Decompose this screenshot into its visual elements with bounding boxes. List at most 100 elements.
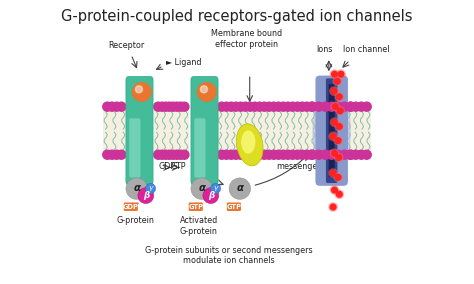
Circle shape xyxy=(231,102,240,111)
Circle shape xyxy=(314,102,323,111)
Circle shape xyxy=(157,102,166,111)
Circle shape xyxy=(161,150,170,159)
Circle shape xyxy=(336,155,342,160)
Circle shape xyxy=(338,71,344,77)
Circle shape xyxy=(108,150,117,159)
Circle shape xyxy=(351,150,360,159)
Circle shape xyxy=(330,149,339,158)
Circle shape xyxy=(241,150,250,159)
Circle shape xyxy=(335,122,344,131)
Circle shape xyxy=(274,150,283,159)
Circle shape xyxy=(132,83,151,101)
Text: α: α xyxy=(198,183,205,193)
Circle shape xyxy=(335,190,344,199)
Circle shape xyxy=(334,136,342,145)
Circle shape xyxy=(222,102,231,111)
Circle shape xyxy=(298,102,307,111)
Circle shape xyxy=(138,188,154,204)
Bar xyxy=(103,107,126,155)
Circle shape xyxy=(302,150,311,159)
Circle shape xyxy=(340,102,349,111)
Circle shape xyxy=(332,151,337,156)
Circle shape xyxy=(255,150,264,159)
Circle shape xyxy=(103,102,112,111)
Circle shape xyxy=(136,86,143,93)
Circle shape xyxy=(250,102,259,111)
Circle shape xyxy=(288,102,297,111)
Circle shape xyxy=(146,183,155,194)
Circle shape xyxy=(346,102,356,111)
Circle shape xyxy=(169,102,178,111)
Circle shape xyxy=(307,150,316,159)
Circle shape xyxy=(335,78,340,84)
Text: G-protein-coupled receptors-gated ion channels: G-protein-coupled receptors-gated ion ch… xyxy=(61,9,413,24)
Circle shape xyxy=(336,107,345,115)
Circle shape xyxy=(217,150,226,159)
Circle shape xyxy=(314,150,323,159)
Circle shape xyxy=(302,102,311,111)
Circle shape xyxy=(332,187,337,193)
FancyBboxPatch shape xyxy=(124,202,138,211)
Circle shape xyxy=(357,150,366,159)
Circle shape xyxy=(330,186,339,194)
Circle shape xyxy=(231,150,240,159)
Circle shape xyxy=(337,191,342,197)
Circle shape xyxy=(241,102,250,111)
Circle shape xyxy=(346,150,355,159)
Circle shape xyxy=(246,150,255,159)
Circle shape xyxy=(117,150,126,159)
FancyBboxPatch shape xyxy=(126,76,153,185)
Circle shape xyxy=(236,102,245,111)
Circle shape xyxy=(298,150,307,159)
Circle shape xyxy=(330,170,336,176)
Circle shape xyxy=(330,118,339,126)
Circle shape xyxy=(103,150,112,159)
Circle shape xyxy=(269,102,278,111)
Circle shape xyxy=(201,86,208,93)
Circle shape xyxy=(227,150,236,159)
Circle shape xyxy=(126,178,147,199)
Circle shape xyxy=(279,102,288,111)
Circle shape xyxy=(329,169,337,177)
Text: GDP: GDP xyxy=(159,162,176,170)
FancyBboxPatch shape xyxy=(328,84,335,177)
Circle shape xyxy=(217,102,226,111)
FancyBboxPatch shape xyxy=(189,202,203,211)
Text: γ: γ xyxy=(213,185,218,191)
Circle shape xyxy=(288,150,297,159)
Circle shape xyxy=(335,174,341,180)
Circle shape xyxy=(198,83,216,101)
Circle shape xyxy=(308,150,317,159)
Circle shape xyxy=(229,178,251,199)
Circle shape xyxy=(246,102,255,111)
Bar xyxy=(346,107,371,155)
Text: GTP: GTP xyxy=(188,204,203,210)
Text: GTP: GTP xyxy=(227,204,241,210)
Circle shape xyxy=(335,93,344,101)
Circle shape xyxy=(362,150,371,159)
Text: Second
messengers: Second messengers xyxy=(276,152,326,172)
Circle shape xyxy=(269,150,278,159)
FancyBboxPatch shape xyxy=(227,202,241,211)
Circle shape xyxy=(227,102,236,111)
Circle shape xyxy=(332,71,337,77)
Circle shape xyxy=(279,150,288,159)
Circle shape xyxy=(283,102,292,111)
Bar xyxy=(154,107,189,155)
Circle shape xyxy=(108,102,117,111)
Circle shape xyxy=(337,94,342,100)
Circle shape xyxy=(337,70,345,78)
Circle shape xyxy=(346,150,356,159)
Circle shape xyxy=(264,102,273,111)
Circle shape xyxy=(165,102,174,111)
FancyBboxPatch shape xyxy=(129,118,140,178)
Ellipse shape xyxy=(312,76,351,186)
Circle shape xyxy=(329,132,337,141)
Circle shape xyxy=(321,102,330,111)
Circle shape xyxy=(222,150,231,159)
Text: α: α xyxy=(133,183,140,193)
Circle shape xyxy=(334,150,343,159)
Circle shape xyxy=(331,103,339,111)
Text: G-protein: G-protein xyxy=(116,216,154,225)
Circle shape xyxy=(173,150,182,159)
